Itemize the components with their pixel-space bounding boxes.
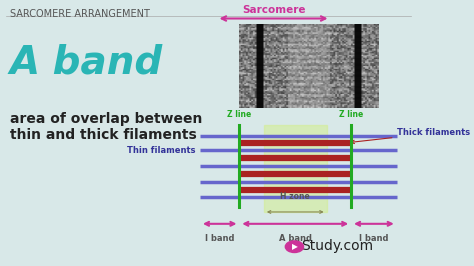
Text: Study.com: Study.com (301, 239, 374, 253)
Text: A band: A band (9, 44, 163, 81)
Text: Thick filaments: Thick filaments (351, 128, 471, 144)
Text: area of overlap between
thin and thick filaments: area of overlap between thin and thick f… (9, 112, 202, 142)
Text: A band: A band (279, 234, 312, 243)
Bar (264, 125, 327, 212)
Text: ▶: ▶ (292, 242, 297, 251)
Text: H zone: H zone (281, 192, 310, 201)
Text: I band: I band (205, 234, 235, 243)
Text: Thin filaments: Thin filaments (128, 146, 196, 155)
Text: Sarcomere: Sarcomere (242, 5, 305, 15)
Text: Z line: Z line (339, 110, 363, 119)
Text: Z line: Z line (227, 110, 252, 119)
Text: SARCOMERE ARRANGEMENT: SARCOMERE ARRANGEMENT (9, 9, 149, 19)
Circle shape (285, 241, 303, 252)
Text: I band: I band (359, 234, 389, 243)
